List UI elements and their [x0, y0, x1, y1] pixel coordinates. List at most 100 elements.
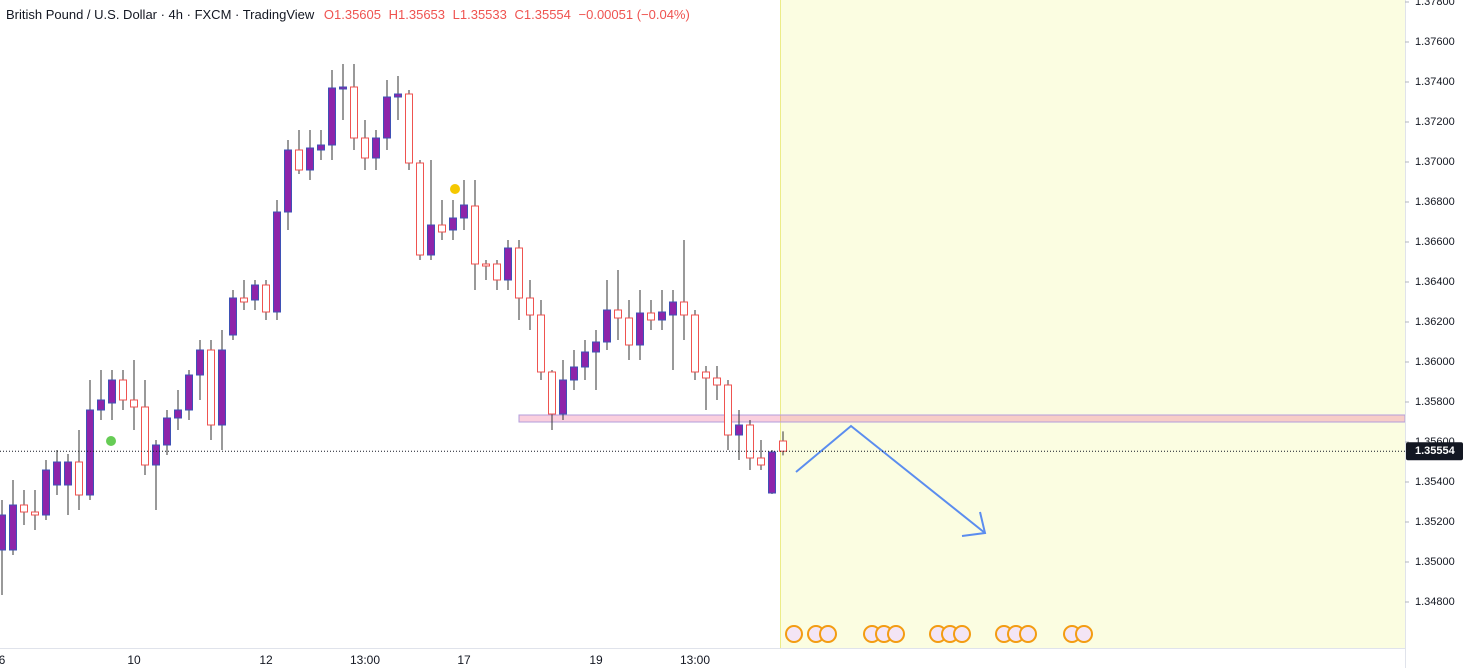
y-tick-label: 1.36600 — [1415, 236, 1455, 248]
candle-body — [64, 461, 72, 486]
candle-body — [669, 301, 677, 316]
candle-body — [75, 461, 83, 496]
candle-body — [141, 406, 149, 466]
candle-body — [108, 379, 116, 404]
candle-body — [548, 371, 556, 415]
ohlc-close: C1.35554 — [515, 7, 571, 22]
ohlc-low: L1.35533 — [453, 7, 507, 22]
candle-body — [218, 349, 226, 426]
candle-body — [636, 312, 644, 346]
y-tick-label: 1.34800 — [1415, 596, 1455, 608]
candle-body — [0, 514, 6, 551]
signal-dot — [450, 184, 460, 194]
candle-body — [713, 377, 721, 386]
candle-body — [570, 366, 578, 381]
candle-body — [229, 297, 237, 336]
candle-body — [372, 137, 380, 159]
candle-body — [383, 96, 391, 139]
candle-body — [559, 379, 567, 415]
candle-body — [273, 211, 281, 313]
candle-body — [581, 351, 589, 368]
ohlc-open: O1.35605 — [324, 7, 381, 22]
candle-body — [647, 312, 655, 321]
y-tick-label: 1.37000 — [1415, 156, 1455, 168]
ohlc-change: −0.00051 (−0.04%) — [579, 7, 690, 22]
y-tick-label: 1.37800 — [1415, 0, 1455, 8]
y-tick-label: 1.36200 — [1415, 316, 1455, 328]
y-tick-label: 1.37600 — [1415, 36, 1455, 48]
candle-body — [97, 399, 105, 411]
candle-body — [768, 451, 776, 494]
candle-body — [493, 263, 501, 281]
y-tick-label: 1.35400 — [1415, 476, 1455, 488]
candle-body — [405, 93, 413, 164]
candle-body — [86, 409, 94, 496]
y-tick-label: 1.35200 — [1415, 516, 1455, 528]
candle-body — [526, 297, 534, 316]
candle-body — [185, 374, 193, 411]
last-price-box — [1406, 442, 1463, 461]
candle-body — [394, 93, 402, 98]
candle-body — [130, 399, 138, 408]
header: British Pound / U.S. Dollar · 4h · FXCM … — [6, 7, 690, 22]
y-tick-label: 1.35000 — [1415, 556, 1455, 568]
candle-body — [449, 217, 457, 231]
y-tick-label: 1.36800 — [1415, 196, 1455, 208]
x-tick-label: 10 — [127, 653, 141, 667]
projection-arrow — [795, 424, 987, 537]
candle-body — [240, 297, 248, 303]
candle-body — [361, 137, 369, 159]
candle-body — [53, 461, 61, 486]
x-tick-label: 19 — [589, 653, 603, 667]
candle-body — [174, 409, 182, 419]
candle-body — [537, 314, 545, 373]
candle-body — [207, 349, 215, 426]
resistance-zone — [518, 414, 1406, 423]
candle-body — [702, 371, 710, 379]
candle-body — [163, 417, 171, 446]
candle-body — [471, 205, 479, 265]
candle-body — [746, 424, 754, 459]
candle-body — [779, 440, 787, 452]
candle-body — [119, 379, 127, 401]
candle-body — [658, 311, 666, 321]
candle-body — [306, 147, 314, 171]
candle-body — [31, 511, 39, 516]
candle-body — [20, 504, 28, 513]
candle-body — [614, 309, 622, 319]
candle-body — [504, 247, 512, 281]
candle-body — [515, 247, 523, 299]
signal-dot — [106, 436, 116, 446]
candle-body — [691, 314, 699, 373]
candle-body — [427, 224, 435, 256]
candle-body — [350, 86, 358, 139]
x-tick-label: 13:00 — [680, 653, 710, 667]
candle-body — [735, 424, 743, 436]
candle-body — [625, 317, 633, 346]
symbol-title: British Pound / U.S. Dollar · 4h · FXCM … — [6, 7, 315, 22]
candle-body — [9, 504, 17, 551]
candle-body — [724, 384, 732, 436]
candle-body — [416, 162, 424, 256]
candle-body — [295, 149, 303, 171]
candle-body — [152, 444, 160, 466]
candle-body — [339, 86, 347, 90]
candle-body — [42, 469, 50, 516]
candle-body — [680, 301, 688, 316]
x-tick-label: 6 — [0, 653, 6, 667]
candle-body — [284, 149, 292, 213]
ohlc-high: H1.35653 — [389, 7, 445, 22]
candle-body — [438, 224, 446, 233]
candle-body — [251, 284, 259, 301]
last-price-label: 1.35554 — [1415, 445, 1456, 457]
event-icons — [785, 625, 1093, 643]
candle-body — [317, 144, 325, 151]
x-tick-label: 12 — [259, 653, 273, 667]
y-tick-label: 1.36000 — [1415, 356, 1455, 368]
candle-body — [757, 457, 765, 466]
candle-body — [328, 87, 336, 146]
candle-body — [592, 341, 600, 353]
y-tick-label: 1.36400 — [1415, 276, 1455, 288]
y-tick-label: 1.37400 — [1415, 76, 1455, 88]
